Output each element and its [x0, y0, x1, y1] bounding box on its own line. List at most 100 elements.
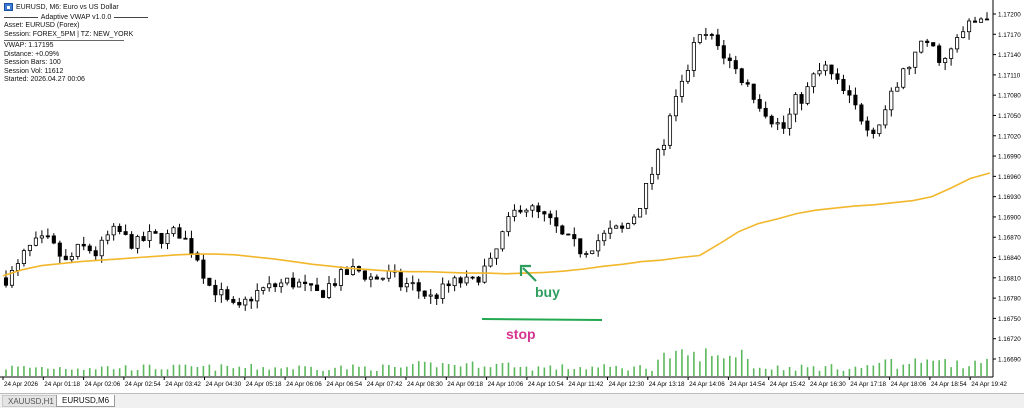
volume-bar	[394, 366, 396, 376]
indicator-name: Adaptive VWAP v1.0.0	[40, 14, 112, 21]
time-tick-label: 24 Apr 13:18	[649, 381, 685, 388]
candle	[596, 240, 601, 252]
time-tick-label: 24 Apr 19:42	[971, 381, 1007, 388]
candle	[602, 232, 607, 242]
volume-bar	[304, 366, 306, 376]
volume-bar	[950, 367, 952, 376]
volume-bar	[112, 369, 115, 376]
candle	[255, 290, 260, 302]
candle	[679, 80, 684, 97]
volume-bar	[860, 367, 863, 376]
candle	[315, 284, 320, 291]
price-chart[interactable]: 1.17200 1.17170 1.17140 1.17110 1.17080 1.170…	[0, 0, 1024, 393]
candle	[518, 209, 523, 213]
time-tick-label: 24 Apr 08:30	[407, 381, 443, 388]
volume-bar	[974, 360, 976, 376]
candle	[434, 294, 439, 299]
volume-bar	[956, 360, 958, 376]
time-tick-label: 24 Apr 18:54	[931, 381, 967, 388]
volume-bar	[770, 369, 773, 376]
candle	[57, 242, 62, 257]
candle	[51, 235, 56, 244]
volume-bar	[962, 368, 964, 376]
volume-bar	[399, 367, 402, 376]
candle	[15, 263, 20, 271]
volume-bar	[567, 369, 570, 376]
buy-label: buy	[535, 284, 560, 300]
candle	[476, 276, 481, 283]
volume-bar	[585, 369, 588, 376]
volume-bar	[926, 359, 928, 376]
price-tick-label: 1.16690	[998, 357, 1021, 364]
candle	[632, 216, 637, 225]
volume-bar	[734, 357, 737, 376]
divider	[4, 17, 38, 18]
candle	[691, 42, 696, 71]
volume-bar	[142, 364, 145, 376]
volume-bar	[5, 369, 7, 376]
tab-eurusd-m6[interactable]: EURUSD,M6	[56, 395, 116, 407]
tab-xauusd-h1[interactable]: XAUUSD,H1	[2, 395, 60, 407]
candle	[667, 115, 673, 146]
time-tick-label: 24 Apr 09:18	[447, 381, 483, 388]
candle	[159, 232, 164, 244]
volume-bar	[226, 365, 229, 376]
candle	[3, 277, 9, 286]
candle	[709, 34, 714, 36]
candle	[781, 122, 786, 129]
stop-line	[481, 318, 603, 321]
candle	[500, 231, 505, 250]
candle	[99, 239, 104, 257]
candle	[87, 245, 92, 252]
candle	[572, 234, 577, 240]
candle	[512, 209, 517, 218]
candle	[147, 231, 152, 241]
candle	[805, 86, 810, 104]
volume-bar	[47, 368, 49, 376]
price-axis[interactable]: 1.17200 1.17170 1.17140 1.17110 1.17080 1.170…	[993, 12, 1021, 364]
candle	[931, 42, 936, 47]
volume-bar	[35, 367, 37, 376]
candle	[494, 248, 499, 259]
time-tick-label: 24 Apr 12:30	[609, 381, 645, 388]
candle	[123, 231, 128, 235]
volume-bar	[812, 366, 815, 376]
candle	[984, 18, 990, 21]
volume-bar	[370, 370, 372, 376]
candle	[847, 90, 852, 96]
candle	[320, 290, 326, 298]
candle	[542, 211, 547, 215]
divider	[114, 17, 148, 18]
candle	[871, 129, 876, 134]
chart-area[interactable]: 1.17200 1.17170 1.17140 1.17110 1.17080 1.170…	[0, 0, 1024, 393]
candle	[243, 298, 248, 306]
candle	[608, 227, 613, 234]
volume-bar	[639, 365, 641, 376]
volume-bar	[41, 366, 43, 376]
candle	[428, 294, 433, 297]
volume-bar	[286, 367, 288, 376]
volume-bar	[178, 364, 181, 376]
candle	[350, 266, 355, 275]
volume-bar	[932, 360, 934, 376]
time-axis[interactable]: 24 Apr 2026 24 Apr 01:18 24 Apr 02:06 24 Ap…	[2, 377, 1007, 388]
candle	[536, 205, 541, 213]
candle	[655, 149, 661, 175]
candle	[907, 66, 912, 70]
candle	[422, 290, 427, 297]
volume-bar	[220, 364, 223, 376]
candle	[530, 205, 535, 211]
volume-bar	[166, 369, 169, 376]
volume-bar	[669, 358, 671, 376]
candle	[344, 269, 349, 275]
candle	[231, 298, 236, 303]
candle	[368, 276, 373, 280]
candle	[141, 236, 146, 241]
volume-bar	[645, 368, 647, 376]
volume-bar	[477, 367, 480, 376]
candle	[440, 283, 445, 299]
volume-bar	[118, 368, 121, 376]
candle	[554, 217, 559, 227]
price-tick-label: 1.17020	[998, 133, 1021, 140]
candle	[877, 124, 882, 134]
